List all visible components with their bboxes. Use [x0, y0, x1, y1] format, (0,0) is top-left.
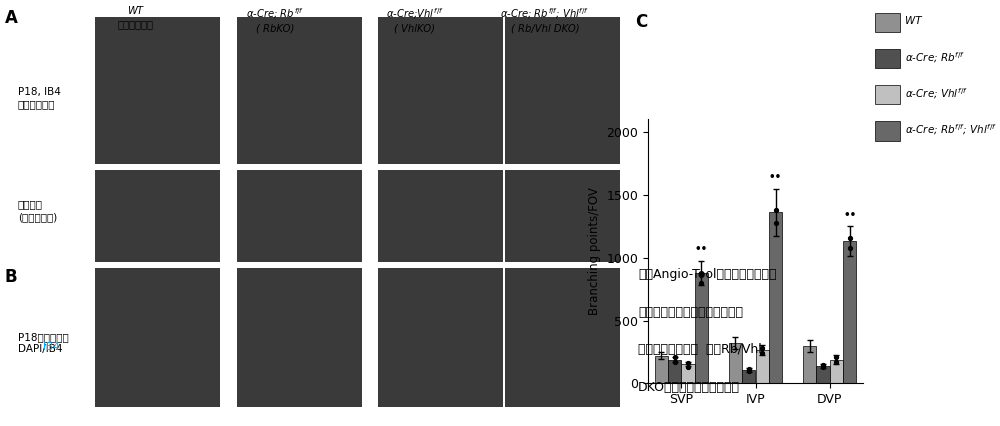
Text: 采用Angio-Tool软件对采集的视网: 采用Angio-Tool软件对采集的视网 — [638, 268, 776, 282]
Bar — [830, 360, 843, 383]
Text: ••: •• — [769, 172, 782, 182]
Text: $\alpha$-Cre; $Rb^{f/f}$; $Vhl^{f/f}$: $\alpha$-Cre; $Rb^{f/f}$; $Vhl^{f/f}$ — [905, 123, 997, 137]
Text: P18视网膜切片
DAPI/IB4: P18视网膜切片 DAPI/IB4 — [18, 332, 69, 354]
Bar — [681, 364, 695, 383]
Text: $\alpha$-Cre;$Vhl^{f/f}$
( VhlKO): $\alpha$-Cre;$Vhl^{f/f}$ ( VhlKO) — [386, 6, 444, 34]
Bar — [729, 343, 742, 383]
Bar — [803, 346, 816, 383]
Bar — [742, 370, 756, 383]
Y-axis label: Branching points/FOV: Branching points/FOV — [588, 187, 601, 315]
Text: IB4: IB4 — [43, 342, 60, 352]
Bar — [655, 356, 668, 383]
Text: B: B — [5, 268, 18, 286]
Text: $\alpha$-Cre; $Rb^{f/f}$; $Vhl^{f/f}$
( Rb/Vhl DKO): $\alpha$-Cre; $Rb^{f/f}$; $Vhl^{f/f}$ ( … — [500, 6, 590, 34]
Bar — [668, 360, 681, 383]
Text: WT: WT — [905, 16, 922, 26]
Text: 局部放大
(中间血管层): 局部放大 (中间血管层) — [18, 200, 57, 222]
Text: C: C — [635, 13, 647, 31]
Bar — [816, 366, 830, 383]
Text: 支点的定量分析，  发现Rb/Vhl: 支点的定量分析， 发现Rb/Vhl — [638, 343, 762, 357]
Bar — [843, 241, 856, 383]
Text: P18, IB4
全视网膜铺片: P18, IB4 全视网膜铺片 — [18, 87, 61, 109]
Text: WT
（正常对照）: WT （正常对照） — [117, 6, 153, 29]
Bar — [695, 273, 708, 383]
Text: $\alpha$-Cre; $Vhl^{f/f}$: $\alpha$-Cre; $Vhl^{f/f}$ — [905, 86, 968, 101]
Bar — [756, 350, 769, 383]
Text: A: A — [5, 9, 18, 26]
Text: $\alpha$-Cre; $Rb^{f/f}$: $\alpha$-Cre; $Rb^{f/f}$ — [905, 50, 965, 65]
Text: $\alpha$-Cre; $Rb^{f/f}$
( RbKO): $\alpha$-Cre; $Rb^{f/f}$ ( RbKO) — [246, 6, 304, 34]
Text: ••: •• — [695, 244, 708, 254]
Bar — [769, 212, 782, 383]
Text: 膜铺片血管染色图片进行血管分: 膜铺片血管染色图片进行血管分 — [638, 306, 743, 319]
Text: ••: •• — [843, 210, 856, 219]
Text: DKO视网膜血管明显增加。: DKO视网膜血管明显增加。 — [638, 381, 740, 394]
